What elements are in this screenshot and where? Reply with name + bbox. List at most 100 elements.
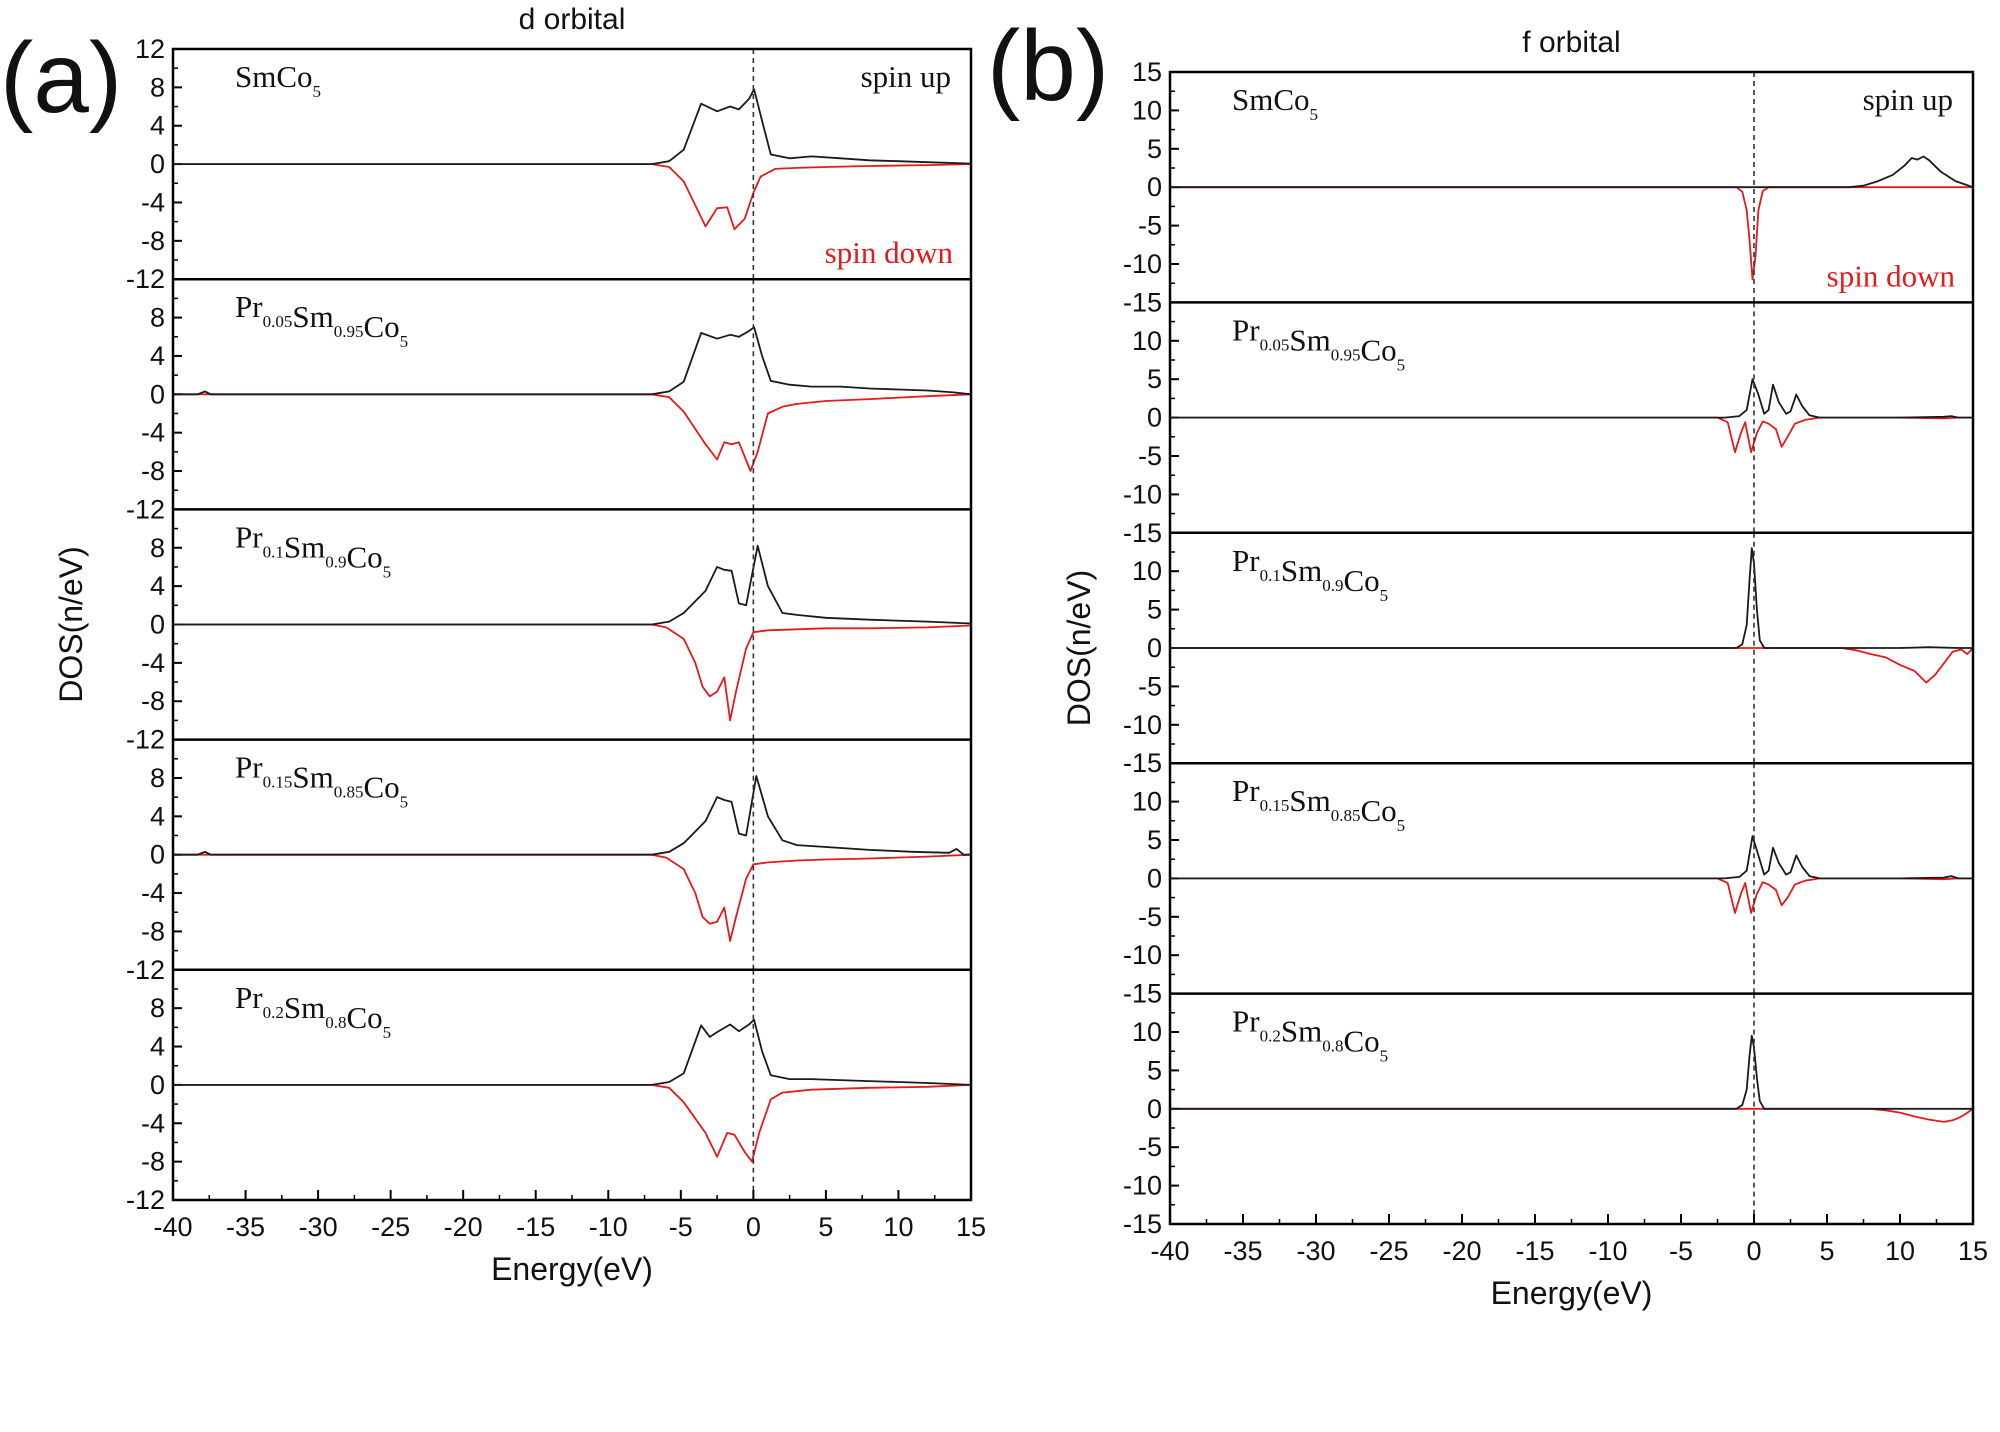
element-symbol: Co	[363, 309, 399, 344]
spin-down-curve	[1170, 186, 1973, 281]
y-tick-label: 8	[150, 303, 165, 333]
spin-up-curve	[1170, 155, 1974, 189]
x-tick-label: 10	[883, 1212, 913, 1242]
spin-up-curve	[1170, 378, 1973, 419]
y-tick-label: -15	[1123, 748, 1162, 778]
x-tick-label: -25	[1369, 1236, 1408, 1266]
y-tick-label: 10	[1132, 95, 1162, 125]
element-subscript: 0.2	[1260, 1027, 1281, 1046]
y-tick-label: 4	[150, 341, 165, 371]
y-tick-label: -8	[141, 1147, 165, 1177]
x-tick-label: 0	[1746, 1236, 1761, 1266]
element-subscript: 0.2	[263, 1003, 284, 1022]
y-tick-label: 10	[1132, 1017, 1162, 1047]
panel-label: (a)	[0, 22, 122, 134]
composition-label: SmCo5	[1232, 82, 1318, 124]
y-tick-label: 10	[1132, 787, 1162, 817]
y-tick-label: 5	[1147, 825, 1162, 855]
element-symbol: Sm	[1281, 553, 1322, 588]
y-tick-label: -8	[141, 456, 165, 486]
dos-subpanel: 8 4 0 -4 -8 -12 Pr0.05Sm0.95Co5	[126, 277, 972, 524]
y-tick-label: -10	[1123, 940, 1162, 970]
spin-up-label: spin up	[1863, 82, 1953, 117]
x-tick-label: 5	[818, 1212, 833, 1242]
element-symbol: Co	[346, 539, 382, 574]
element-subscript: 5	[383, 562, 392, 581]
element-symbol: Co	[1360, 332, 1396, 367]
composition-label: SmCo5	[235, 59, 321, 101]
y-tick-label: -15	[1123, 1209, 1162, 1239]
spin-down-curve	[1170, 647, 1974, 684]
spin-down-curve	[173, 853, 972, 942]
y-tick-label: 5	[1147, 134, 1162, 164]
y-tick-label: 0	[150, 1070, 165, 1100]
spin-up-curve	[173, 1018, 972, 1086]
element-subscript: 0.9	[1322, 576, 1343, 595]
element-symbol: Pr	[235, 980, 263, 1015]
y-tick-label: 10	[1132, 556, 1162, 586]
element-symbol: Pr	[235, 750, 263, 785]
y-tick-label: 8	[150, 993, 165, 1023]
y-tick-label: -5	[1138, 671, 1162, 701]
y-tick-label: -10	[1123, 249, 1162, 279]
element-subscript: 0.15	[1260, 796, 1290, 815]
composition-label: Pr0.2Sm0.8Co5	[235, 980, 391, 1042]
element-subscript: 0.95	[334, 322, 364, 341]
y-tick-label: 4	[150, 1032, 165, 1062]
y-tick-label: 0	[150, 610, 165, 640]
y-tick-label: -8	[141, 916, 165, 946]
spin-up-curve	[1170, 547, 1973, 649]
element-subscript: 0.05	[263, 312, 293, 331]
element-subscript: 0.8	[1322, 1037, 1343, 1056]
y-tick-label: -15	[1123, 518, 1162, 548]
y-tick-label: 0	[150, 379, 165, 409]
y-tick-label: 5	[1147, 1055, 1162, 1085]
x-tick-label: -25	[371, 1212, 410, 1242]
y-tick-label: -4	[141, 1108, 165, 1138]
y-tick-label: -10	[1123, 1171, 1162, 1201]
element-symbol: Pr	[1232, 543, 1260, 578]
dos-subpanel: 12 8 4 0 -4 -8 -12 SmCo5 spin up spin down	[126, 34, 972, 294]
x-tick-label: -30	[299, 1212, 338, 1242]
x-tick-label: -20	[444, 1212, 483, 1242]
element-symbol: Sm	[1281, 1014, 1322, 1049]
y-tick-label: -15	[1123, 979, 1162, 1009]
x-tick-label: 5	[1819, 1236, 1834, 1266]
y-tick-label: 4	[150, 111, 165, 141]
y-tick-label: 5	[1147, 595, 1162, 625]
element-symbol: Co	[1343, 1024, 1379, 1059]
composition-label: Pr0.1Sm0.9Co5	[235, 519, 391, 581]
y-tick-label: 0	[1147, 1094, 1162, 1124]
x-tick-label: -20	[1442, 1236, 1481, 1266]
element-subscript: 0.8	[325, 1013, 346, 1032]
dos-subpanel: 8 4 0 -4 -8 -12 Pr0.2Sm0.8Co5	[126, 968, 972, 1215]
y-tick-label: -4	[141, 187, 165, 217]
element-symbol: Pr	[1232, 773, 1260, 808]
x-tick-label: 10	[1885, 1236, 1915, 1266]
element-symbol: Sm	[292, 760, 333, 795]
element-subscript: 5	[400, 332, 409, 351]
spin-down-label: spin down	[1827, 258, 1956, 293]
element-symbol: Pr	[235, 519, 263, 554]
x-tick-label: -40	[1150, 1236, 1189, 1266]
dos-subpanel: 8 4 0 -4 -8 -12 Pr0.15Sm0.85Co5	[126, 738, 972, 985]
y-tick-label: -4	[141, 648, 165, 678]
element-symbol: Sm	[284, 529, 325, 564]
spin-down-curve	[173, 1084, 972, 1163]
x-tick-label: -35	[1223, 1236, 1262, 1266]
spin-up-curve	[1170, 835, 1973, 880]
spin-down-curve	[173, 623, 972, 722]
element-subscript: 0.1	[263, 542, 284, 561]
spin-up-label: spin up	[861, 59, 951, 94]
element-symbol: Co	[1343, 563, 1379, 598]
element-symbol: Sm	[235, 59, 276, 94]
spin-down-curve	[1170, 1107, 1974, 1123]
element-subscript: 5	[1380, 586, 1389, 605]
chart-title: f orbital	[1522, 26, 1620, 59]
spin-up-curve	[173, 775, 971, 856]
spin-down-label: spin down	[825, 235, 954, 270]
x-axis-title: Energy(eV)	[491, 1251, 653, 1287]
